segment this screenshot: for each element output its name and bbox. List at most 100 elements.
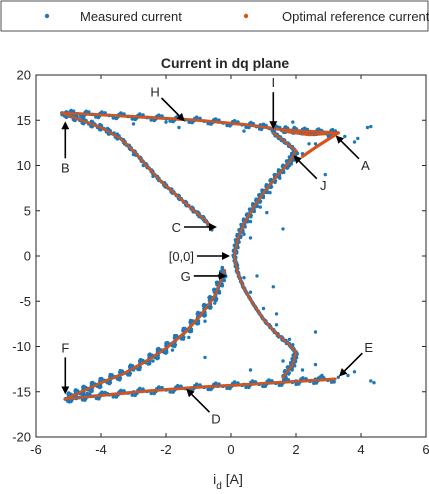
- measured-point: [274, 312, 279, 316]
- measured-point: [203, 319, 207, 323]
- measured-trace-bottom-return: [209, 305, 213, 309]
- measured-point: [242, 129, 246, 133]
- reference-line-overlay: [64, 378, 337, 401]
- measured-trace-arc: [285, 365, 290, 369]
- measured-point: [352, 370, 357, 374]
- measured-point: [271, 285, 275, 289]
- measured-trace-top-return: [90, 120, 95, 124]
- annotation-label: D: [211, 412, 220, 427]
- measured-trace-bottom-return: [130, 364, 135, 368]
- measured-trace-top: [138, 112, 142, 116]
- legend: Measured current Optimal reference curre…: [0, 0, 429, 32]
- measured-trace-top: [71, 109, 76, 114]
- measured-trace-top: [130, 117, 135, 121]
- reference-line-overlay: [64, 269, 226, 401]
- y-tick-label: -5: [19, 294, 31, 309]
- measured-trace-bottom: [213, 381, 218, 386]
- measured-trace-bottom-return: [189, 327, 194, 332]
- annotation-arrow: [293, 155, 318, 180]
- measured-trace-bottom-return: [220, 265, 225, 270]
- measured-point: [248, 368, 253, 372]
- measured-trace-top: [122, 112, 126, 116]
- measured-trace-bottom: [168, 390, 172, 394]
- measured-trace-bottom-return: [156, 356, 160, 360]
- measured-trace-top: [225, 123, 229, 128]
- measured-trace-bottom: [318, 375, 323, 379]
- chart-title: Current in dq plane: [161, 55, 290, 71]
- measured-point: [343, 134, 347, 139]
- measured-trace-bottom-return: [110, 373, 114, 377]
- measured-trace-top: [232, 119, 237, 123]
- measured-trace-bottom: [149, 391, 153, 396]
- plot-area: [60, 108, 376, 404]
- measured-trace-bottom: [87, 392, 92, 396]
- measured-point: [356, 136, 360, 141]
- measured-trace-bottom: [122, 389, 126, 393]
- annotation-label: G: [181, 269, 191, 284]
- annotation-label: I: [271, 75, 275, 90]
- measured-trace-bottom-return: [220, 282, 224, 286]
- measured-point: [336, 375, 340, 379]
- measured-trace-bottom: [111, 395, 116, 399]
- annotations: A B C [0,0] G D E F H I J: [61, 75, 373, 426]
- measured-point: [265, 210, 269, 215]
- measured-trace-bottom-return: [203, 313, 207, 318]
- x-tick-label: -4: [95, 442, 107, 457]
- measured-trace-bottom: [157, 385, 161, 389]
- measured-trace-bottom: [160, 385, 164, 390]
- measured-trace-bottom-return: [173, 343, 178, 347]
- measured-trace-top: [316, 127, 321, 131]
- annotation-label: C: [172, 220, 181, 235]
- measured-point: [307, 142, 311, 146]
- measured-trace-bottom: [332, 380, 336, 384]
- measured-point: [203, 355, 207, 360]
- measured-trace-top: [206, 121, 210, 126]
- measured-trace-arc: [284, 159, 289, 163]
- y-tick-label: 0: [24, 249, 31, 264]
- measured-trace-top: [141, 113, 145, 117]
- legend-label-reference: Optimal reference current: [282, 9, 429, 24]
- y-tick-label: 5: [24, 203, 31, 218]
- measured-point: [164, 120, 168, 124]
- measured-trace-bottom: [141, 387, 145, 392]
- measured-trace-bottom-return: [164, 350, 169, 354]
- measured-trace-top: [119, 111, 123, 115]
- x-tick-label: 0: [227, 442, 234, 457]
- annotation-arrow: [186, 388, 211, 413]
- measured-point: [313, 142, 318, 146]
- measured-point: [151, 359, 155, 363]
- measured-trace-bottom: [250, 379, 255, 383]
- legend-marker-reference: [243, 13, 249, 19]
- measured-point: [248, 290, 253, 294]
- measured-point: [261, 306, 266, 311]
- measured-trace-bottom-return: [182, 335, 186, 340]
- measured-point: [300, 368, 305, 372]
- measured-point: [369, 124, 373, 129]
- annotation-label: H: [150, 85, 159, 100]
- measured-point: [365, 125, 370, 130]
- legend-marker-measured: [44, 13, 50, 19]
- measured-trace-top-return: [82, 116, 86, 121]
- measured-point: [323, 172, 327, 177]
- measured-trace-arc: [247, 207, 252, 211]
- measured-trace-arc: [257, 193, 261, 197]
- measured-trace-bottom: [119, 388, 123, 393]
- measured-point: [369, 379, 373, 383]
- measured-point: [281, 359, 285, 363]
- measured-trace-top: [244, 125, 248, 129]
- measured-point: [281, 227, 285, 231]
- measured-point: [248, 236, 253, 240]
- x-tick-label: -6: [30, 442, 42, 457]
- annotation-label: B: [61, 160, 70, 175]
- measured-trace-bottom-return: [128, 371, 132, 376]
- measured-trace-bottom: [232, 380, 237, 384]
- reference-line-bottom-return: [63, 268, 227, 401]
- y-tick-label: -10: [12, 339, 31, 354]
- annotation-arrow: [335, 135, 360, 160]
- measured-point: [291, 120, 295, 124]
- legend-label-measured: Measured current: [80, 9, 182, 24]
- measured-trace-top: [160, 114, 164, 118]
- measured-point: [346, 373, 350, 378]
